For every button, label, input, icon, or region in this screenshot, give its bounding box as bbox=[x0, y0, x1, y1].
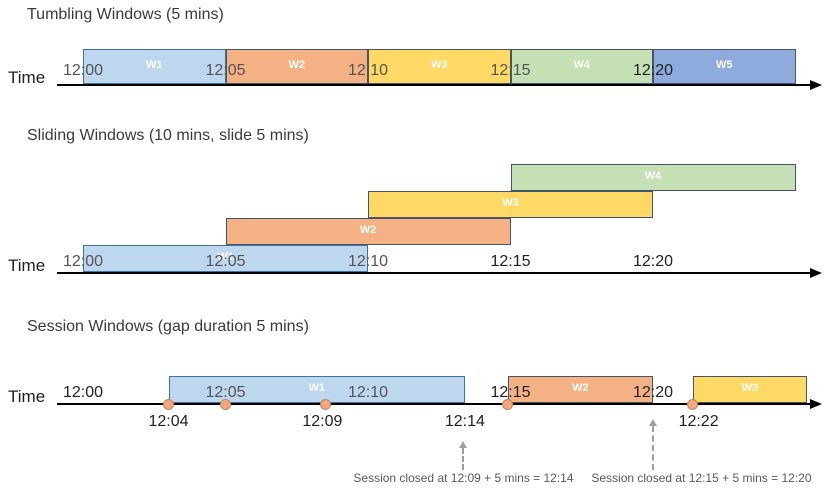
event-dot bbox=[502, 398, 514, 410]
arrow-up-icon bbox=[459, 441, 468, 448]
event-dot bbox=[220, 398, 231, 410]
tick-label-12-00-sliding: 12:00 bbox=[62, 253, 104, 270]
sliding-section-title: Sliding Windows (10 mins, slide 5 mins) bbox=[27, 127, 309, 144]
window-w1-tumbling: W1 bbox=[83, 49, 226, 84]
window-w1-sliding: W1 bbox=[83, 245, 368, 272]
callout-text-1: Session closed at 12:09 + 5 mins = 12:14 bbox=[353, 471, 574, 485]
window-label: W2 bbox=[359, 223, 377, 236]
tick-label-12-15-session: 12:15 bbox=[490, 384, 531, 401]
event-time-label-12-09: 12:09 bbox=[302, 413, 343, 430]
tick-label-12-05-tumbling: 12:05 bbox=[205, 62, 246, 79]
window-label: W1 bbox=[308, 381, 325, 394]
window-label: W2 bbox=[288, 58, 306, 71]
event-dot bbox=[319, 398, 331, 410]
tick-label-12-15-tumbling: 12:15 bbox=[490, 62, 531, 79]
tick-label-12-20-tumbling: 12:20 bbox=[632, 62, 674, 79]
timeline-sliding bbox=[57, 272, 810, 274]
tick-label-12-10-session: 12:10 bbox=[347, 384, 389, 401]
tumbling-section-title: Tumbling Windows (5 mins) bbox=[27, 6, 224, 23]
window-w2-session: W2 bbox=[507, 376, 653, 403]
tick-label-12-05-session: 12:05 bbox=[205, 384, 246, 401]
window-label: W3 bbox=[431, 58, 448, 71]
event-dot bbox=[163, 398, 174, 410]
window-w5-tumbling: W5 bbox=[653, 49, 796, 84]
tick-label-12-15-sliding: 12:15 bbox=[490, 253, 531, 270]
time-axis-label-sliding: Time bbox=[8, 256, 46, 275]
window-w3-tumbling: W3 bbox=[368, 49, 511, 84]
callout-arrow-1 bbox=[459, 441, 468, 470]
window-w1-session: W1 bbox=[168, 376, 465, 403]
arrow-right-icon bbox=[810, 268, 822, 278]
window-label: W1 bbox=[146, 58, 163, 71]
window-w3-sliding: W3 bbox=[368, 191, 653, 218]
window-label: W3 bbox=[741, 381, 759, 394]
event-time-label-12-22: 12:22 bbox=[678, 413, 719, 430]
tick-label-12-00-session: 12:00 bbox=[62, 384, 104, 401]
tick-label-12-20-session: 12:20 bbox=[632, 384, 674, 401]
arrow-right-icon bbox=[810, 399, 822, 409]
window-w3-session: W3 bbox=[692, 376, 807, 403]
time-axis-label-tumbling: Time bbox=[8, 68, 46, 87]
arrow-right-icon bbox=[810, 80, 822, 90]
window-w2-tumbling: W2 bbox=[225, 49, 368, 84]
event-dot bbox=[687, 398, 699, 410]
event-time-label-12-04: 12:04 bbox=[148, 413, 189, 430]
time-axis-label-session: Time bbox=[8, 387, 46, 406]
window-label: W5 bbox=[716, 58, 733, 71]
callout-arrow-shaft bbox=[462, 448, 465, 470]
window-label: W2 bbox=[572, 381, 589, 394]
session-section-title: Session Windows (gap duration 5 mins) bbox=[27, 318, 309, 335]
window-w4-tumbling: W4 bbox=[510, 49, 653, 84]
tick-label-12-10-sliding: 12:10 bbox=[347, 253, 389, 270]
tick-label-12-00-tumbling: 12:00 bbox=[62, 62, 104, 79]
tick-label-12-20-sliding: 12:20 bbox=[632, 253, 674, 270]
window-label: W4 bbox=[573, 58, 591, 71]
window-w4-sliding: W4 bbox=[510, 164, 796, 191]
window-label: W4 bbox=[644, 169, 662, 182]
callout-text-2: Session closed at 12:15 + 5 mins = 12:20 bbox=[591, 471, 812, 485]
window-label: W1 bbox=[217, 250, 234, 263]
event-time-label-12-14: 12:14 bbox=[444, 413, 485, 430]
window-label: W3 bbox=[502, 196, 519, 209]
window-w2-sliding: W2 bbox=[225, 218, 511, 245]
arrow-up-icon bbox=[649, 419, 657, 426]
tick-label-12-10-tumbling: 12:10 bbox=[347, 62, 389, 79]
callout-arrow-2 bbox=[649, 419, 657, 470]
tick-label-12-05-sliding: 12:05 bbox=[205, 253, 246, 270]
timeline-session bbox=[57, 403, 810, 405]
timeline-tumbling bbox=[57, 84, 810, 86]
callout-arrow-shaft bbox=[652, 426, 654, 470]
